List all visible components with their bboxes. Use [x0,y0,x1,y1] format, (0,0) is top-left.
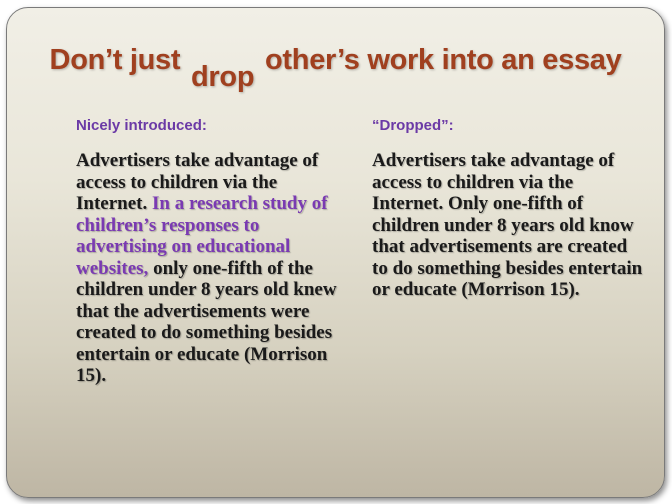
right-dropped-fact: Only one-fifth of children under 8 years… [372,193,643,300]
title-part-2: other’s work into an essay [265,44,622,76]
title-emphasis-drop: drop [191,61,255,93]
left-column-text: Advertisers take advantage of access to … [76,150,346,387]
left-quoted-fact: only one-fifth of the children under 8 y… [76,257,337,387]
slide-title: Don’t just drop other’s work into an ess… [7,44,664,93]
left-sentence-1: Advertisers take advantage of access to … [76,150,319,214]
right-column-text: Advertisers take advantage of access to … [372,150,647,301]
slide: Don’t just drop other’s work into an ess… [6,7,665,498]
right-column-label: “Dropped”: [372,117,454,134]
left-column-label: Nicely introduced: [76,117,207,134]
left-intro-phrase: In a research study of children’s respon… [76,193,328,279]
right-sentence-1: Advertisers take advantage of access to … [372,150,615,214]
title-part-1: Don’t just [49,44,181,76]
